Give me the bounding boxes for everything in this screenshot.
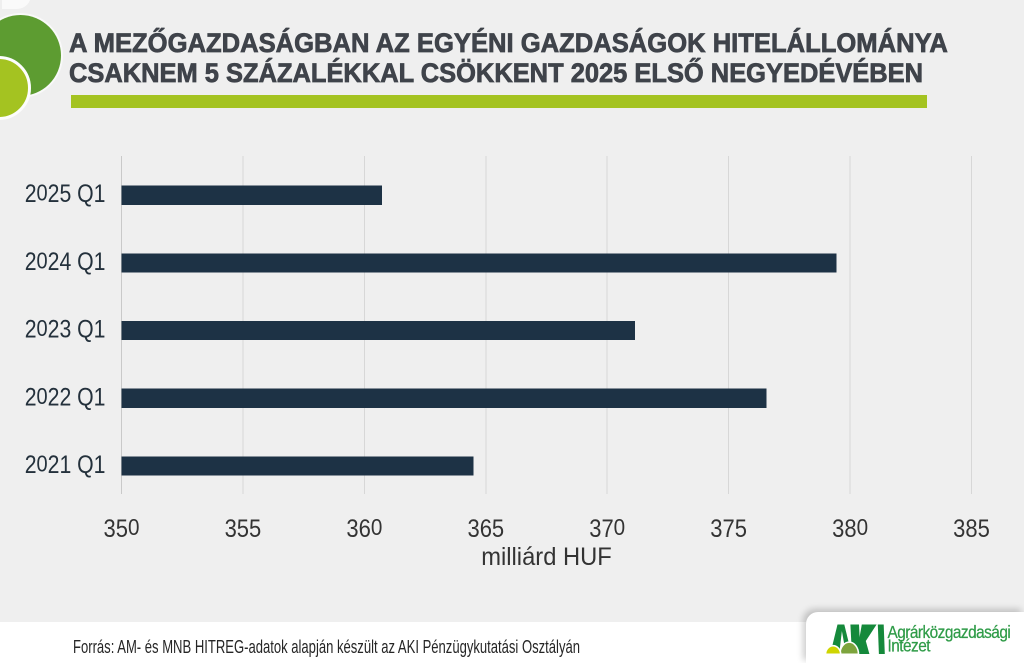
svg-text:2025 Q1: 2025 Q1 xyxy=(25,179,106,207)
svg-text:Agrárközgazdasági: Agrárközgazdasági xyxy=(888,623,1011,642)
svg-text:360: 360 xyxy=(346,514,382,542)
svg-text:355: 355 xyxy=(225,515,262,543)
svg-text:385: 385 xyxy=(953,515,990,543)
svg-text:milliárd HUF: milliárd HUF xyxy=(481,543,612,571)
svg-text:Intézet: Intézet xyxy=(888,637,931,656)
svg-text:370: 370 xyxy=(589,514,625,542)
svg-text:2024 Q1: 2024 Q1 xyxy=(25,247,106,275)
svg-text:350: 350 xyxy=(104,514,140,542)
svg-text:380: 380 xyxy=(832,514,868,542)
svg-text:2022 Q1: 2022 Q1 xyxy=(25,382,106,410)
svg-text:375: 375 xyxy=(710,515,747,543)
svg-text:365: 365 xyxy=(467,515,504,543)
svg-text:2023 Q1: 2023 Q1 xyxy=(25,315,106,343)
svg-text:2021 Q1: 2021 Q1 xyxy=(25,450,106,478)
